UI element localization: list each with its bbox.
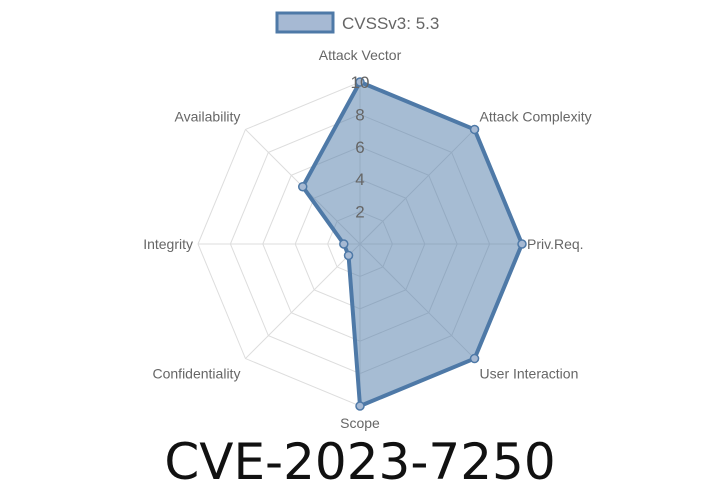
data-point — [297, 181, 308, 192]
data-point — [469, 124, 480, 135]
tick-label: 2 — [355, 203, 364, 222]
radar-series — [297, 77, 527, 411]
data-point — [469, 353, 480, 364]
data-point — [343, 250, 354, 261]
radial-ticks: 2 4 6 8 10 — [351, 73, 370, 222]
axis-label: Integrity — [143, 236, 193, 252]
axis-label: Attack Complexity — [480, 108, 592, 124]
axis-label: Availability — [175, 108, 241, 124]
data-point — [517, 239, 527, 249]
data-point — [355, 401, 365, 411]
grid-spoke — [245, 243, 361, 359]
tick-label: 6 — [355, 138, 364, 157]
axis-label: Scope — [340, 415, 380, 431]
tick-label: 10 — [351, 73, 370, 92]
data-point — [355, 77, 365, 87]
axis-label: Priv.Req. — [527, 236, 584, 252]
tick-label: 8 — [355, 105, 364, 124]
legend[interactable]: CVSSv3: 5.3 — [275, 11, 439, 34]
legend-swatch — [275, 11, 335, 34]
axis-label: User Interaction — [480, 366, 579, 382]
axis-label: Attack Vector — [319, 47, 402, 63]
axis-labels: Attack Vector Attack Complexity Priv.Req. U… — [143, 47, 591, 431]
tick-label: 4 — [355, 170, 364, 189]
legend-label: CVSSv3: 5.3 — [342, 14, 439, 33]
chart-title: CVE-2023-7250 — [164, 433, 556, 491]
data-point — [339, 239, 349, 249]
axis-label: Confidentiality — [153, 366, 241, 382]
